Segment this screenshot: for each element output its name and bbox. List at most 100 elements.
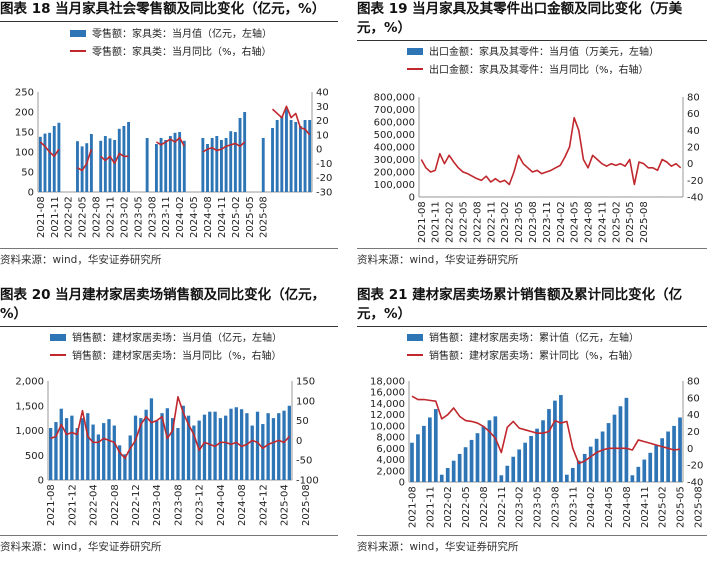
bar <box>535 428 539 482</box>
bar <box>457 453 462 482</box>
bar <box>277 413 281 480</box>
x-axis-tick-label: 2025-08 <box>259 196 270 238</box>
source-note: 资料来源：wind，华安证券研究所 <box>0 254 162 266</box>
chart-panel-21: 图表 21 建材家居卖场累计销售额及累计同比变化（亿元，%） 销售额：建材家居卖… <box>357 286 717 561</box>
bar <box>218 418 223 481</box>
right-axis-tick-label: -10 <box>316 159 332 170</box>
right-axis-tick-label: 10 <box>316 130 329 141</box>
bar <box>266 413 270 480</box>
bar <box>245 413 249 480</box>
x-axis-tick-label: 2023-02 <box>119 196 130 238</box>
bar <box>630 475 635 482</box>
right-axis-tick-label: -50 <box>296 456 312 467</box>
legend-label-line: 销售额：建材家居卖场：当月同比（%，右轴） <box>72 349 282 362</box>
x-axis-tick-label: 2025-08 <box>639 201 650 243</box>
bar <box>493 416 498 482</box>
bar <box>261 138 265 192</box>
chart-svg: 销售额：建材家居卖场：当月值（亿元，左轴） 销售额：建材家居卖场：当月同比（%，右… <box>15 331 318 526</box>
bar <box>171 418 175 481</box>
source-rule <box>0 535 338 536</box>
chart-svg: 零售额：家具类：当月值（亿元，左轴） 零售额：家具类：当月同比（%，右轴） 0 50 1… <box>15 27 332 238</box>
bar <box>164 140 168 192</box>
left-axis-tick-label: 500,000 <box>374 130 415 141</box>
x-axis-tick-label: 2021-11 <box>431 201 442 243</box>
bar <box>475 433 480 482</box>
legend-label-line: 零售额：家具类：当月同比（%，右轴） <box>92 45 272 58</box>
x-axis-tick-label: 2025-04 <box>280 484 291 526</box>
bar <box>220 140 223 192</box>
bar <box>144 409 148 480</box>
bar <box>234 407 238 480</box>
x-axis-tick-label: 2022-11 <box>497 486 508 528</box>
source-note: 资料来源：wind，华安证券研究所 <box>0 541 162 553</box>
bar <box>57 122 61 192</box>
x-axis-tick-label: 2022-11 <box>486 201 497 243</box>
bar <box>487 420 492 482</box>
legend-label-bars: 销售额：建材家居卖场：累计值（亿元，左轴） <box>429 331 639 344</box>
title-rule <box>0 326 338 327</box>
right-axis-tick-label: -40 <box>687 193 703 204</box>
bar <box>85 143 89 192</box>
source-rule <box>357 248 707 249</box>
right-axis-tick-label: 20 <box>687 143 700 154</box>
legend-bar-swatch <box>70 30 86 37</box>
source-rule <box>0 248 338 249</box>
x-axis-tick-label: 2022-05 <box>461 486 472 528</box>
x-axis-tick-label: 2022-12 <box>131 484 142 526</box>
x-axis-tick-label: 2024-02 <box>556 201 567 243</box>
x-axis-tick-label: 2024-08 <box>237 484 248 526</box>
source-note: 资料来源：wind，华安证券研究所 <box>357 254 519 266</box>
left-axis-tick-label: 0 <box>399 478 405 489</box>
title-rule <box>0 21 338 22</box>
bar <box>451 460 456 482</box>
left-axis-tick-label: 0 <box>28 188 34 199</box>
left-axis-tick-label: 1,500 <box>15 401 44 412</box>
title-rule <box>357 326 707 327</box>
yoy-line <box>420 117 682 186</box>
right-axis-tick-label: 20 <box>687 427 700 438</box>
bar <box>280 116 284 192</box>
x-axis-tick-label: 2024-02 <box>586 486 597 528</box>
x-axis-tick-label: 2023-05 <box>533 486 544 528</box>
x-axis-tick-label: 2022-05 <box>459 201 470 243</box>
chart-svg: 出口金额：家具及其零件：当月值（万美元，左轴） 出口金额：家具及其零件：当月同比（… <box>374 45 704 243</box>
legend-bar-swatch <box>50 334 66 341</box>
bar <box>282 410 286 480</box>
bar <box>173 132 177 192</box>
right-axis-tick-label: 50 <box>296 416 309 427</box>
bar <box>618 406 623 482</box>
x-axis-tick-label: 2022-04 <box>89 484 100 526</box>
bar <box>250 425 254 480</box>
bar <box>469 439 474 482</box>
legend-label-line: 销售额：建材家居卖场：累计同比（%，右轴） <box>429 349 639 362</box>
bar <box>654 445 659 482</box>
bar <box>624 397 629 482</box>
bar <box>271 128 274 192</box>
left-axis-tick-label: 4,000 <box>376 455 405 466</box>
bar <box>80 418 85 481</box>
bar <box>224 138 228 192</box>
chart-panel-20: 图表 20 当月建材家居卖场销售额及同比变化（亿元，%） 销售额：建材家居卖场：… <box>0 286 352 561</box>
chart-title: 图表 18 当月家具社会零售额及同比变化（亿元，%） <box>0 1 326 17</box>
bar <box>99 140 103 192</box>
bar <box>122 126 126 192</box>
right-axis-tick-label: 60 <box>687 109 700 120</box>
bar <box>588 446 593 482</box>
bar <box>410 442 414 482</box>
x-axis-tick-label: 2023-11 <box>161 196 172 238</box>
bar <box>287 405 291 480</box>
x-axis-tick-label: 2023-05 <box>514 201 525 243</box>
bar <box>103 136 107 192</box>
bar <box>52 126 56 192</box>
bar <box>511 456 516 482</box>
x-axis-tick-label: 2021-12 <box>67 484 78 526</box>
bar <box>117 128 121 192</box>
x-axis-tick-label: 2025-02 <box>231 196 242 238</box>
left-axis-tick-label: 200,000 <box>374 168 415 179</box>
x-axis-tick-label: 2024-05 <box>604 486 615 528</box>
bar <box>113 140 117 192</box>
chart-svg: 销售额：建材家居卖场：累计值（亿元，左轴） 销售额：建材家居卖场：累计同比（%，右… <box>370 331 704 528</box>
bar <box>275 120 279 192</box>
x-axis-tick-label: 2022-08 <box>479 486 490 528</box>
chart-title: 图表 20 当月建材家居卖场销售额及同比变化（亿元，%） <box>0 287 326 322</box>
